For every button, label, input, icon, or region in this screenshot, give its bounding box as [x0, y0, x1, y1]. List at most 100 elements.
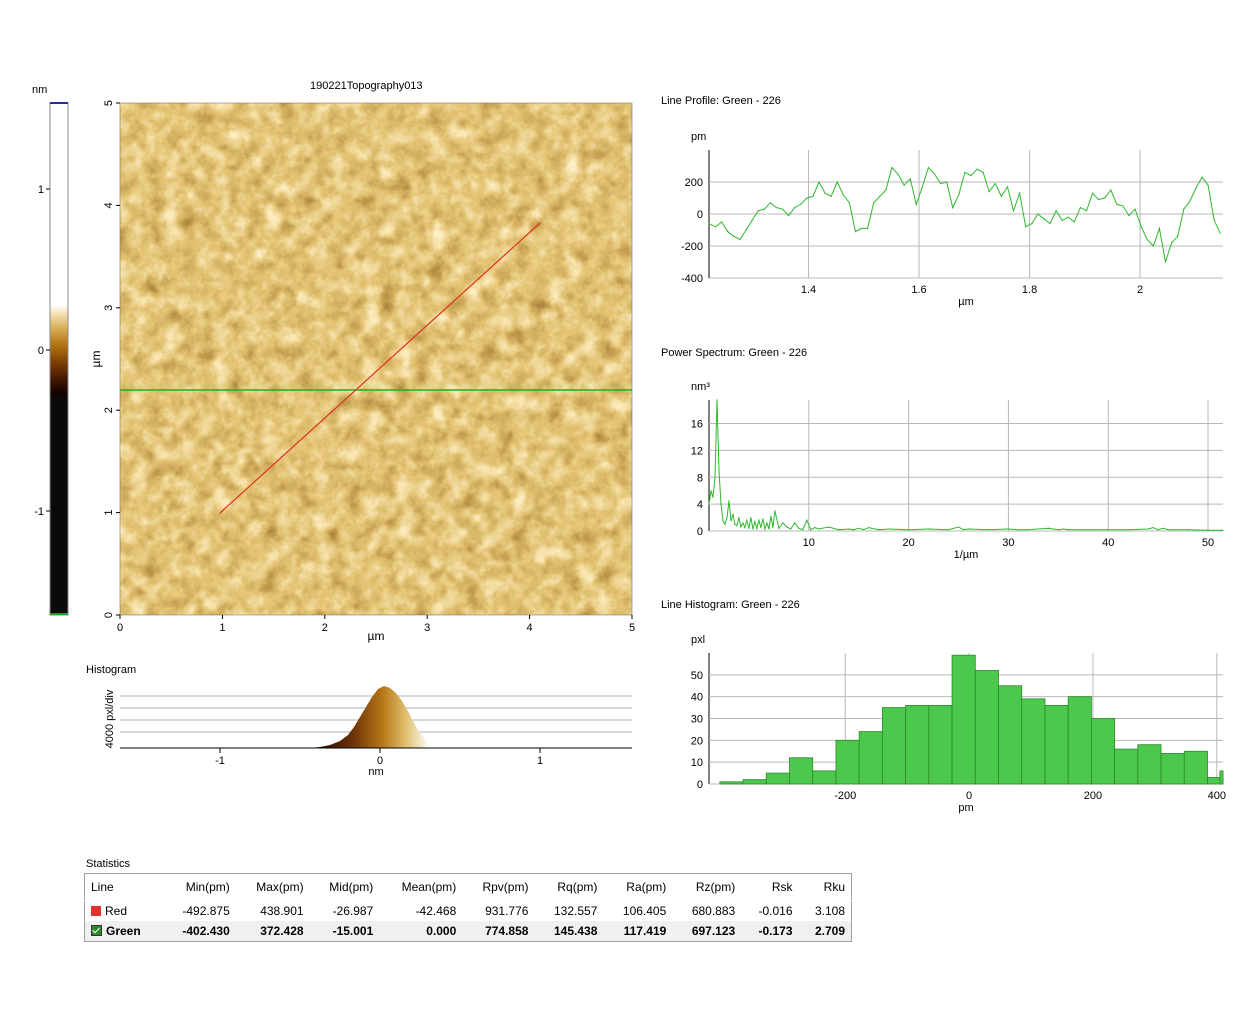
image-x-tick: 2	[322, 622, 328, 634]
data-point	[814, 527, 816, 529]
data-point	[962, 529, 965, 531]
histogram-bar	[928, 705, 953, 785]
data-point	[710, 490, 712, 492]
stats-line-cell[interactable]: Green	[85, 921, 162, 942]
statistics-header-row: Line Min(pm) Max(pm) Mid(pm) Mean(pm) Rpv(pm)…	[84, 873, 852, 901]
histogram-bar	[858, 731, 883, 785]
stats-header-cell[interactable]: Rpv(pm)	[462, 873, 535, 901]
data-point	[730, 520, 732, 522]
x-tick-label: 1.6	[911, 284, 926, 296]
data-point	[903, 184, 905, 186]
data-point	[994, 183, 996, 185]
data-point	[1067, 529, 1069, 531]
stats-line-cell[interactable]: Red	[85, 901, 162, 922]
topography-image[interactable]: 0 1 2 3 4 5 0 1 2 3 4 5 µm µm	[80, 95, 650, 655]
data-point	[1122, 205, 1124, 207]
data-point	[1000, 195, 1002, 197]
data-point	[1134, 208, 1136, 210]
data-point	[770, 515, 772, 517]
histogram-bar	[1067, 696, 1092, 785]
data-point	[836, 181, 838, 183]
line-color-swatch[interactable]	[91, 906, 101, 916]
data-point	[957, 526, 960, 528]
stats-header-cell[interactable]: Rku	[798, 873, 852, 901]
data-point	[848, 202, 850, 204]
data-point	[1085, 210, 1088, 212]
data-point	[1207, 184, 1209, 186]
y-tick-label: 40	[691, 692, 703, 704]
stats-row-green[interactable]: Green -402.430 372.428 -15.001 0.000 774.858 1…	[84, 921, 852, 942]
histogram-bar	[789, 757, 814, 785]
data-point	[752, 528, 754, 530]
stats-header-cell[interactable]: Mean(pm)	[379, 873, 463, 901]
stats-header-cell[interactable]: Line	[84, 873, 162, 901]
power-spectrum-title: Power Spectrum: Green - 226	[661, 347, 808, 359]
data-point	[781, 208, 784, 210]
image-y-tick: 2	[103, 407, 115, 413]
data-point	[775, 207, 778, 209]
stats-value-cell: 931.776	[485, 904, 529, 918]
histogram-bar	[1091, 718, 1116, 785]
red-profile-line[interactable]	[219, 222, 541, 514]
stats-header-cell[interactable]: Rz(pm)	[672, 873, 742, 901]
histogram-bar	[951, 654, 976, 785]
data-point	[909, 178, 911, 180]
data-point	[1219, 232, 1221, 234]
stats-header-cell[interactable]: Max(pm)	[235, 873, 310, 901]
image-y-tick: 4	[103, 202, 115, 208]
data-point	[718, 469, 720, 472]
data-point	[742, 522, 744, 524]
line-profile-title: Line Profile: Green - 226	[661, 95, 781, 107]
data-point	[760, 527, 762, 529]
data-point	[1098, 199, 1100, 201]
colorbar-tick: -1	[34, 506, 44, 518]
x-tick-label: 1.8	[1022, 284, 1037, 296]
data-point	[751, 219, 753, 221]
data-point	[772, 527, 774, 529]
histogram-bar	[905, 705, 930, 785]
data-point	[939, 183, 942, 185]
data-point	[824, 192, 826, 194]
histogram-bar	[998, 685, 1023, 785]
histogram-bar	[974, 670, 999, 785]
stats-value-cell: -26.987	[332, 904, 374, 918]
data-point	[888, 528, 890, 530]
histogram-x-tick: -1	[215, 755, 225, 767]
data-point	[720, 503, 722, 505]
stats-value-cell: -15.001	[332, 924, 374, 938]
stats-header-cell[interactable]: Rsk	[741, 873, 799, 901]
data-point	[1079, 207, 1082, 209]
y-tick-label: 4	[697, 499, 703, 511]
stats-header-cell[interactable]: Mid(pm)	[309, 873, 380, 901]
image-y-tick: 3	[103, 305, 115, 311]
histogram: -1 0 1 nm 4000 pxl/div	[104, 686, 632, 778]
stats-header-cell[interactable]: Min(pm)	[161, 873, 236, 901]
statistics-title: Statistics	[86, 858, 131, 870]
data-point	[745, 229, 747, 231]
data-point	[1147, 528, 1149, 530]
data-point	[863, 529, 865, 531]
x-axis-label: 1/µm	[954, 549, 979, 561]
data-point	[1027, 529, 1029, 531]
data-point	[879, 195, 881, 197]
data-point	[762, 518, 764, 520]
stats-row-red[interactable]: Red -492.875 438.901 -26.987 -42.468 931.776 1…	[85, 901, 852, 922]
data-point	[1201, 176, 1203, 178]
stats-header-cell[interactable]: Rq(pm)	[534, 873, 604, 901]
data-point	[1162, 527, 1164, 529]
data-point	[1177, 235, 1179, 237]
y-tick-label: 200	[685, 177, 703, 189]
line-profile-chart[interactable]: 200 0 -200 -400 1.4 1.6 1.8 2 µm pm	[655, 120, 1230, 315]
data-point	[768, 528, 770, 530]
stats-header-cell[interactable]: Ra(pm)	[603, 873, 673, 901]
data-point	[1222, 529, 1224, 531]
data-point	[1213, 219, 1215, 221]
image-x-tick: 0	[117, 622, 123, 634]
line-visible-checkbox[interactable]	[91, 925, 102, 936]
data-point	[885, 189, 887, 191]
image-y-tick: 0	[103, 612, 115, 618]
image-y-tick: 5	[103, 100, 115, 106]
data-point	[1017, 529, 1019, 531]
line-histogram-chart[interactable]: 50 40 30 20 10 0 -200 0 200 400 pm pxl	[655, 625, 1230, 820]
